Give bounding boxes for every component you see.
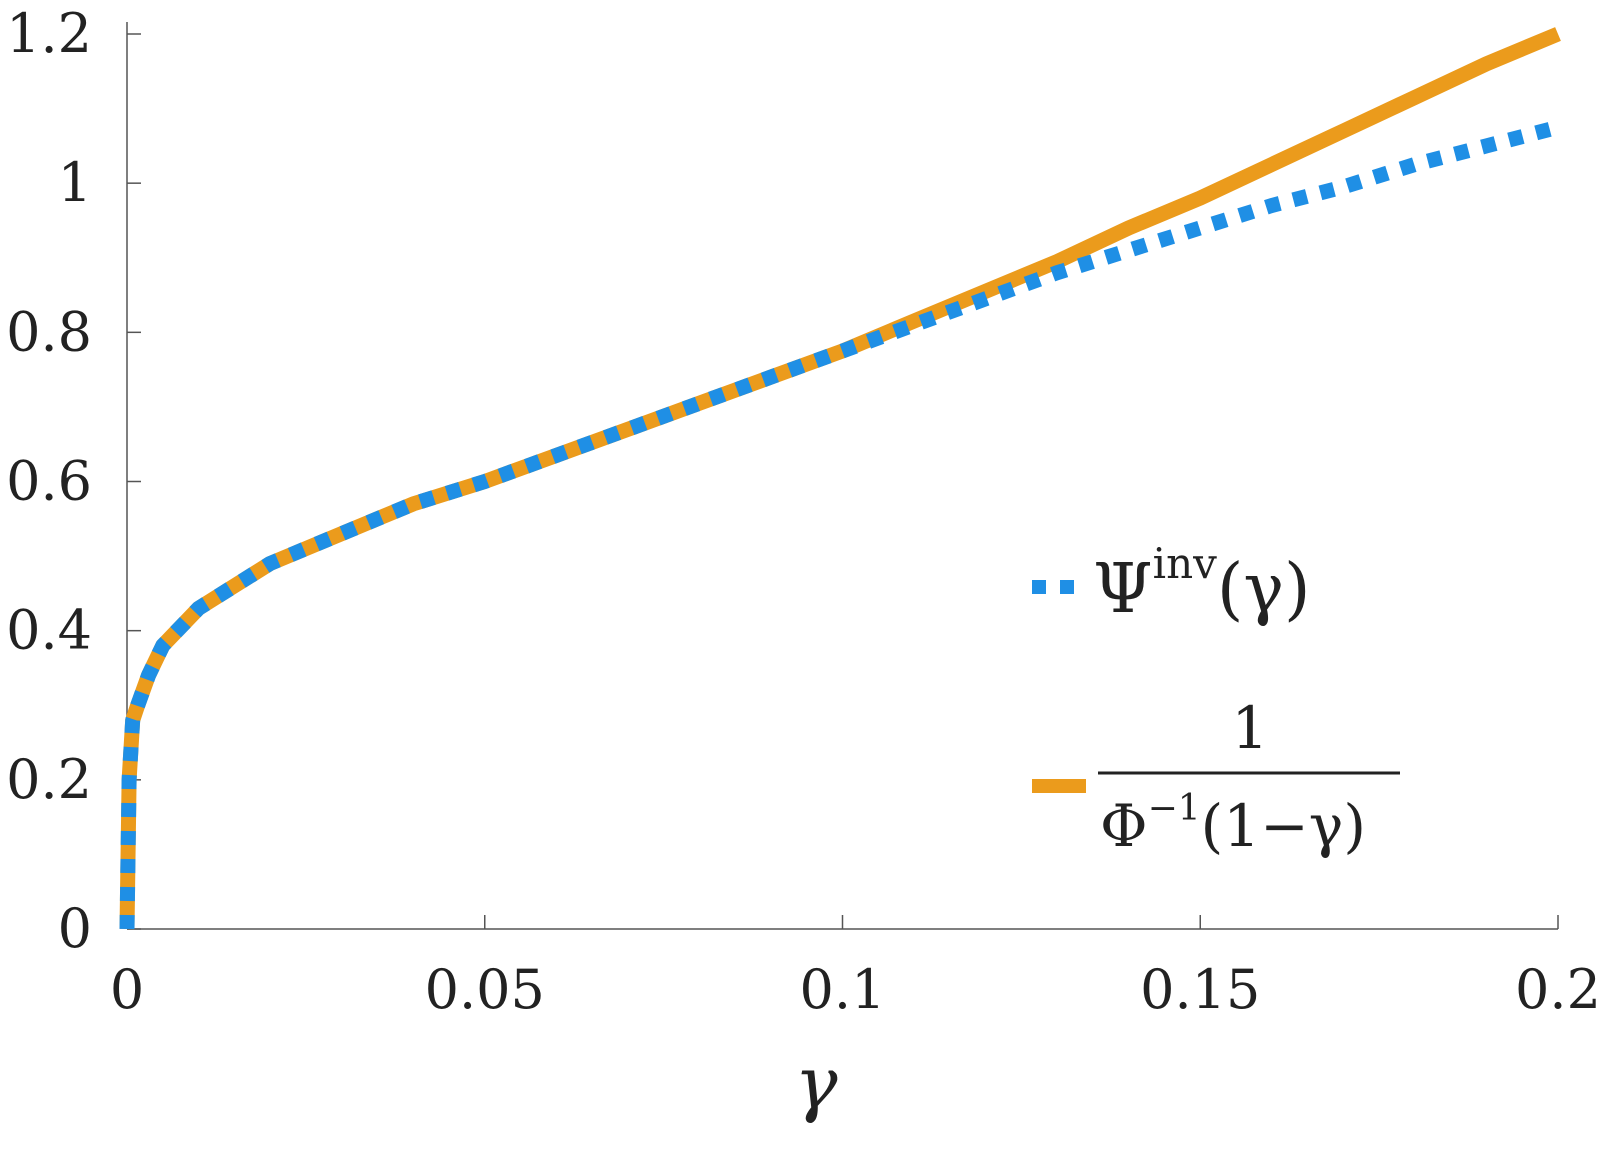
series-line-psi-inv: [119, 119, 1560, 930]
y-tick-label: 0.6: [6, 450, 92, 513]
x-axis-ticks: 0 0.05 0.1 0.15 0.2: [110, 915, 1600, 1021]
legend-phi-superscript: −1: [1148, 788, 1201, 829]
legend-fraction-numerator: 1: [1232, 694, 1269, 762]
x-tick-label: 0.05: [425, 958, 545, 1021]
x-tick-label: 0.2: [1515, 958, 1600, 1021]
y-tick-label: 1.2: [6, 2, 92, 65]
x-axis-label: γ: [794, 1041, 838, 1125]
legend-label-psi-inv: Ψinv(γ): [1093, 539, 1311, 629]
series-layer: [119, 27, 1561, 930]
y-tick-label: 0.2: [6, 748, 92, 811]
legend-fraction-denominator: Φ−1(1−γ): [1100, 788, 1366, 860]
x-tick-label: 0.15: [1140, 958, 1260, 1021]
x-tick-label: 0.1: [800, 958, 886, 1021]
y-tick-label: 0.4: [6, 599, 92, 662]
legend-phi-symbol: Φ: [1100, 792, 1148, 860]
y-tick-label: 1: [58, 151, 92, 214]
legend-psi-symbol: Ψ: [1093, 550, 1153, 629]
legend-psi-argument: (γ): [1217, 550, 1311, 629]
legend-psi-superscript: inv: [1153, 539, 1217, 588]
y-tick-label: 0: [58, 897, 92, 960]
y-tick-label: 0.8: [6, 300, 92, 363]
x-tick-label: 0: [110, 958, 144, 1021]
y-axis-ticks: 0 0.2 0.4 0.6 0.8 1 1.2: [6, 2, 141, 960]
legend-phi-argument: (1−γ): [1201, 792, 1366, 860]
legend: Ψinv(γ) 1 Φ−1(1−γ): [1032, 539, 1400, 860]
